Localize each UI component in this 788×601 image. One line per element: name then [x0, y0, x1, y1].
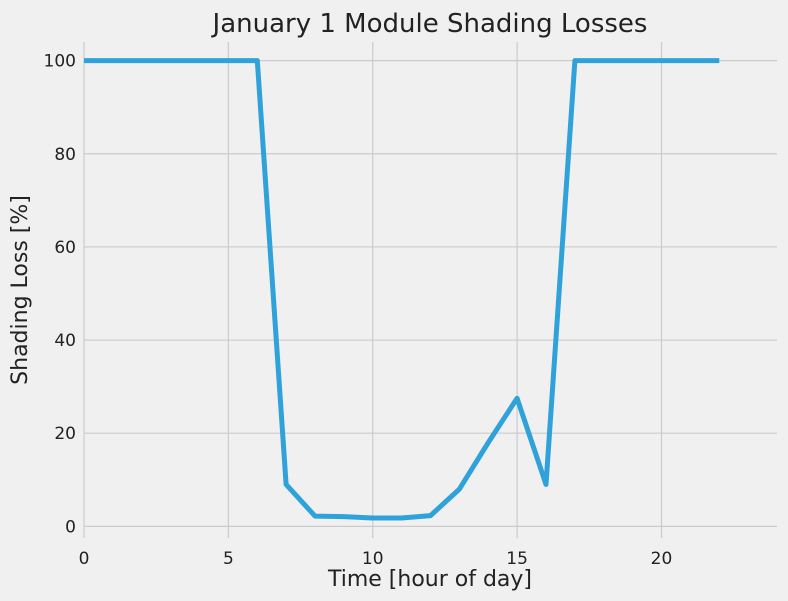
tick-labels: 0 5 10 15 20 0 20 40 60 80 100	[44, 52, 673, 569]
y-tick-label: 80	[54, 145, 76, 165]
x-axis-label: Time [hour of day]	[327, 567, 532, 592]
y-axis-label: Shading Loss [%]	[8, 195, 33, 385]
series-layer	[84, 58, 720, 521]
y-tick-label: 60	[54, 238, 76, 258]
shading-loss-line	[84, 58, 720, 521]
y-tick-label: 100	[44, 52, 76, 72]
y-tick-label: 20	[54, 424, 76, 444]
x-tick-label: 10	[362, 549, 384, 569]
x-tick-label: 0	[79, 549, 90, 569]
x-tick-label: 15	[506, 549, 528, 569]
y-tick-label: 0	[65, 517, 76, 537]
x-tick-label: 20	[651, 549, 673, 569]
grid-lines	[83, 42, 777, 538]
x-tick-label: 5	[223, 549, 234, 569]
y-tick-label: 40	[54, 331, 76, 351]
chart-title: January 1 Module Shading Losses	[211, 9, 648, 39]
